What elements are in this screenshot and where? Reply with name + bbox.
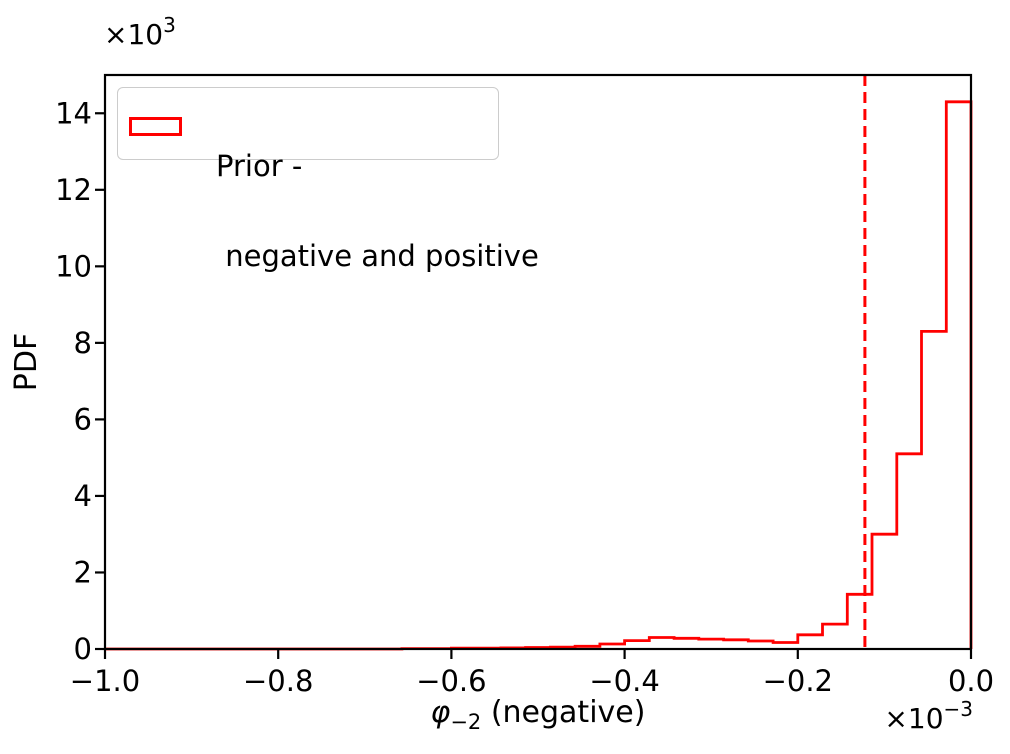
legend-label-line2: negative and positive [216,239,539,273]
x-tick-label: −1.0 [70,664,140,698]
y-axis-ticks: 0 2 4 6 8 10 12 14 [55,96,104,666]
y-tick-label: 8 [74,326,92,360]
y-tick-label: 0 [74,632,92,666]
y-tick-label: 6 [74,402,92,436]
y-tick-label: 14 [55,96,92,130]
y-tick-label: 2 [74,555,92,589]
x-tick-label: −0.4 [589,664,659,698]
legend: Prior - negative and positive [117,87,539,271]
y-tick-label: 10 [55,249,92,283]
legend-label: Prior - negative and positive [216,91,539,331]
y-axis-label: PDF [9,333,44,391]
legend-swatch-prior [129,117,182,136]
x-offset-label: ×10−3 [884,697,973,735]
x-tick-label: −0.2 [763,664,833,698]
x-tick-label: −0.6 [416,664,486,698]
x-tick-label: 0.0 [948,664,994,698]
y-tick-label: 12 [55,173,92,207]
y-offset-label: ×103 [104,13,176,51]
y-tick-label: 4 [74,479,92,513]
x-tick-label: −0.8 [243,664,313,698]
x-axis-ticks: −1.0 −0.8 −0.6 −0.4 −0.2 0.0 [70,650,994,698]
plot-border [103,73,973,651]
x-axis-label: φ−2 (negative) [431,695,646,734]
legend-label-line1: Prior - [216,149,303,183]
